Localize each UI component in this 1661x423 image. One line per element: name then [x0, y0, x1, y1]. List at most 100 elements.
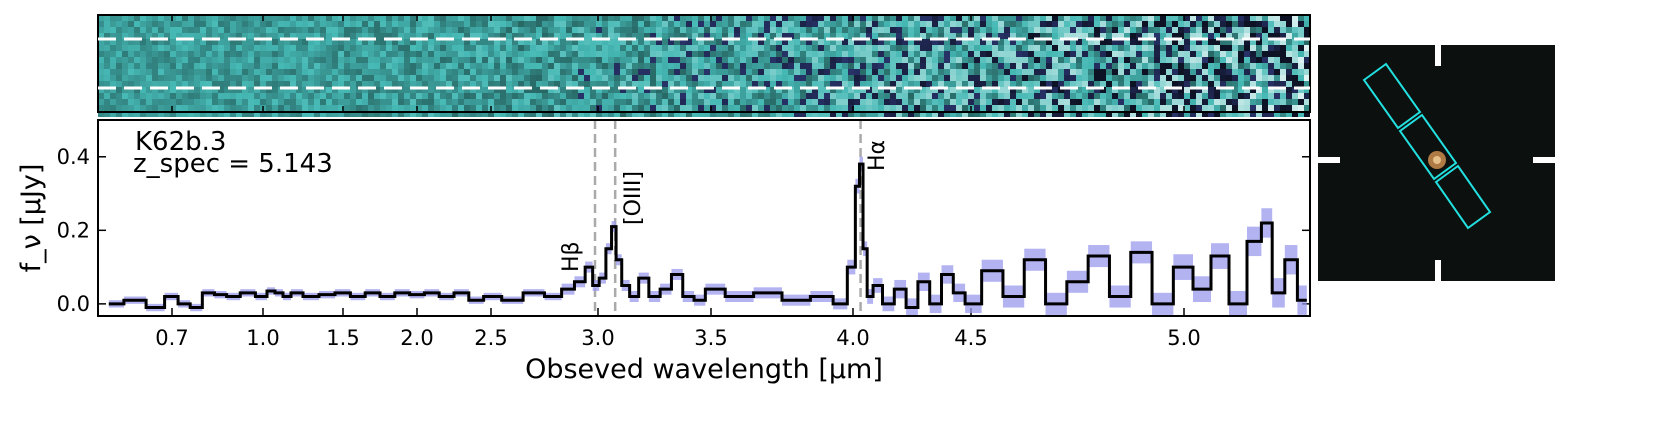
pixel — [776, 39, 782, 45]
pixel — [344, 111, 350, 117]
pixel — [512, 57, 518, 63]
pixel — [854, 27, 860, 33]
pixel — [692, 27, 698, 33]
pixel — [314, 69, 320, 75]
pixel — [1268, 57, 1274, 63]
pixel — [968, 111, 974, 117]
pixel — [470, 69, 476, 75]
pixel — [140, 75, 146, 81]
pixel — [272, 51, 278, 57]
pixel — [362, 27, 368, 33]
pixel — [818, 99, 824, 105]
pixel — [968, 69, 974, 75]
pixel — [296, 69, 302, 75]
pixel — [620, 69, 626, 75]
pixel — [554, 21, 560, 27]
pixel — [830, 21, 836, 27]
pixel — [980, 87, 986, 93]
pixel — [890, 45, 896, 51]
pixel — [332, 99, 338, 105]
pixel — [782, 105, 788, 111]
pixel — [278, 81, 284, 87]
pixel — [1040, 87, 1046, 93]
pixel — [650, 105, 656, 111]
pixel — [614, 27, 620, 33]
pixel — [1256, 105, 1262, 111]
pixel — [1142, 57, 1148, 63]
pixel — [986, 87, 992, 93]
pixel — [1112, 39, 1118, 45]
pixel — [1214, 105, 1220, 111]
pixel — [260, 27, 266, 33]
pixel — [248, 111, 254, 117]
pixel — [830, 63, 836, 69]
pixel — [488, 21, 494, 27]
pixel — [530, 27, 536, 33]
pixel — [218, 111, 224, 117]
pixel — [356, 39, 362, 45]
pixel — [1082, 69, 1088, 75]
pixel — [872, 87, 878, 93]
pixel — [530, 111, 536, 117]
pixel — [728, 99, 734, 105]
pixel — [362, 45, 368, 51]
pixel — [1196, 33, 1202, 39]
pixel — [1286, 63, 1292, 69]
pixel — [956, 27, 962, 33]
pixel — [1148, 39, 1154, 45]
pixel — [524, 87, 530, 93]
pixel — [494, 87, 500, 93]
pixel — [1202, 105, 1208, 111]
pixel — [782, 69, 788, 75]
pixel — [722, 93, 728, 99]
pixel — [1082, 75, 1088, 81]
pixel — [1046, 15, 1052, 21]
pixel — [590, 39, 596, 45]
pixel — [218, 99, 224, 105]
pixel — [302, 57, 308, 63]
pixel — [398, 63, 404, 69]
pixel — [686, 45, 692, 51]
pixel — [614, 75, 620, 81]
pixel — [302, 69, 308, 75]
pixel — [488, 99, 494, 105]
pixel — [1238, 63, 1244, 69]
pixel — [860, 87, 866, 93]
pixel — [944, 93, 950, 99]
pixel — [602, 33, 608, 39]
pixel — [1208, 93, 1214, 99]
pixel — [686, 81, 692, 87]
pixel — [1256, 69, 1262, 75]
pixel — [794, 69, 800, 75]
pixel — [812, 51, 818, 57]
pixel — [248, 45, 254, 51]
pixel — [500, 105, 506, 111]
pixel — [500, 51, 506, 57]
pixel — [566, 39, 572, 45]
pixel — [926, 27, 932, 33]
pixel — [1172, 21, 1178, 27]
pixel — [722, 69, 728, 75]
pixel — [272, 15, 278, 21]
pixel — [578, 81, 584, 87]
pixel — [1232, 93, 1238, 99]
pixel — [1220, 87, 1226, 93]
pixel — [398, 39, 404, 45]
pixel — [1292, 81, 1298, 87]
pixel — [464, 57, 470, 63]
pixel — [986, 99, 992, 105]
pixel — [122, 105, 128, 111]
pixel — [980, 51, 986, 57]
pixel — [908, 87, 914, 93]
pixel — [1268, 33, 1274, 39]
pixel — [1268, 51, 1274, 57]
pixel — [1028, 63, 1034, 69]
pixel — [608, 63, 614, 69]
pixel — [266, 81, 272, 87]
pixel — [896, 57, 902, 63]
pixel — [758, 81, 764, 87]
pixel — [578, 45, 584, 51]
pixel — [1118, 51, 1124, 57]
pixel — [626, 33, 632, 39]
pixel — [272, 111, 278, 117]
